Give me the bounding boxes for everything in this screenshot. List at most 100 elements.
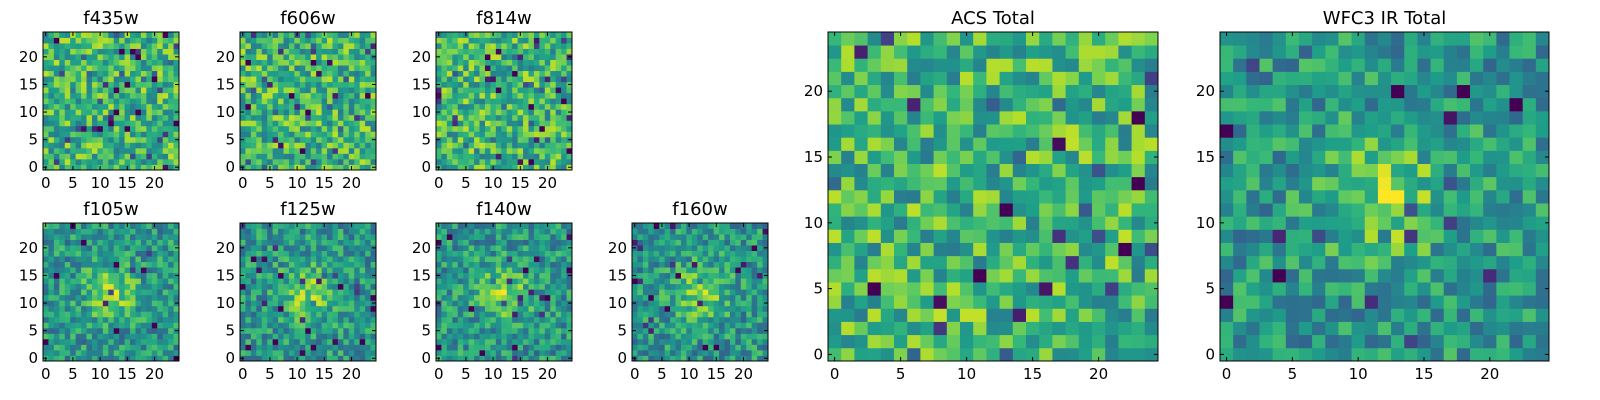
heatmap-cell xyxy=(86,327,93,334)
heatmap-cell xyxy=(113,333,120,340)
heatmap-cell xyxy=(474,327,480,334)
heatmap-cell xyxy=(267,239,274,246)
heatmap-cell xyxy=(146,344,153,351)
heatmap-cell xyxy=(310,142,317,149)
heatmap-cell xyxy=(528,109,535,116)
heatmap-cell xyxy=(59,43,66,49)
heatmap-cell xyxy=(240,239,246,246)
heatmap-cell xyxy=(310,65,317,72)
heatmap-cell xyxy=(561,48,567,55)
heatmap-cell xyxy=(327,349,333,356)
heatmap-cell xyxy=(321,158,328,165)
heatmap-cell xyxy=(288,153,295,160)
y-tick-label: 20 xyxy=(19,239,38,257)
heatmap-cell xyxy=(566,142,573,149)
heatmap-cell xyxy=(484,32,491,38)
heatmap-cell xyxy=(751,327,758,334)
heatmap-cell xyxy=(642,250,649,257)
heatmap-cell xyxy=(53,59,60,66)
heatmap-cell xyxy=(637,283,644,290)
heatmap-cell xyxy=(894,216,908,230)
heatmap-cell xyxy=(272,239,279,246)
heatmap-cell xyxy=(495,316,502,323)
heatmap-cell xyxy=(528,164,535,171)
heatmap-cell xyxy=(436,120,442,127)
heatmap-cell xyxy=(124,109,131,116)
heatmap-cell xyxy=(337,300,344,307)
heatmap-cell xyxy=(278,344,284,351)
heatmap-cell xyxy=(446,158,453,165)
heatmap-cell xyxy=(86,228,93,235)
heatmap-cell xyxy=(506,311,513,318)
heatmap-cell xyxy=(108,250,115,257)
heatmap-cell xyxy=(168,32,174,38)
heatmap-cell xyxy=(130,87,136,94)
heatmap-cell xyxy=(708,245,714,251)
heatmap-cell xyxy=(146,338,153,345)
heatmap-cell xyxy=(140,153,147,160)
heatmap-cell xyxy=(523,32,529,38)
heatmap-cell xyxy=(64,147,71,154)
heatmap-cell xyxy=(113,338,120,345)
heatmap-cell xyxy=(539,158,546,165)
heatmap-cell xyxy=(719,355,725,362)
heatmap-cell xyxy=(659,294,666,301)
heatmap-cell xyxy=(97,278,104,285)
heatmap-cell xyxy=(316,147,322,154)
heatmap-cell xyxy=(544,43,551,49)
heatmap-cell xyxy=(691,311,698,318)
heatmap-cell xyxy=(256,164,263,171)
heatmap-cell xyxy=(359,98,366,105)
heatmap-cell xyxy=(880,189,895,204)
heatmap-cell xyxy=(256,114,263,121)
heatmap-cell xyxy=(691,289,698,296)
heatmap-cell xyxy=(746,338,753,345)
heatmap-cell xyxy=(907,282,921,296)
heatmap-cell xyxy=(561,65,567,72)
heatmap-cell xyxy=(724,272,731,279)
heatmap-cell xyxy=(1118,308,1132,322)
heatmap-cell xyxy=(517,322,524,329)
heatmap-cell xyxy=(102,267,109,274)
heatmap-cell xyxy=(168,267,174,274)
heatmap-cell xyxy=(162,98,169,105)
heatmap-cell xyxy=(697,311,704,318)
heatmap-cell xyxy=(1118,189,1132,204)
heatmap-cell xyxy=(130,239,136,246)
heatmap-cell xyxy=(659,338,666,345)
heatmap-cell xyxy=(894,150,908,164)
heatmap-cell xyxy=(463,114,470,121)
heatmap-cell xyxy=(1092,203,1106,217)
heatmap-cell xyxy=(157,120,164,127)
heatmap-cell xyxy=(680,294,687,301)
heatmap-cell xyxy=(327,114,333,121)
heatmap-cell xyxy=(53,158,60,165)
heatmap-cell xyxy=(305,333,312,340)
heatmap-cell xyxy=(841,321,855,336)
heatmap-cell xyxy=(43,261,49,268)
heatmap-cell xyxy=(332,120,339,127)
heatmap-cell xyxy=(436,316,442,323)
heatmap-cell xyxy=(474,87,480,94)
heatmap-cell xyxy=(332,294,339,301)
heatmap-cell xyxy=(256,37,263,44)
heatmap-cell xyxy=(75,316,82,323)
heatmap-cell xyxy=(495,223,502,229)
heatmap-cell xyxy=(1131,229,1146,243)
heatmap-cell xyxy=(332,43,339,49)
heatmap-cell xyxy=(659,272,666,279)
heatmap-cell xyxy=(370,98,377,105)
heatmap-cell xyxy=(108,223,115,229)
heatmap-cell xyxy=(484,81,491,88)
heatmap-cell xyxy=(501,283,508,290)
heatmap-cell xyxy=(97,48,104,55)
heatmap-cell xyxy=(495,272,502,279)
heatmap-cell xyxy=(135,98,142,105)
heatmap-cell xyxy=(278,327,284,334)
heatmap-cell xyxy=(495,234,502,240)
heatmap-cell xyxy=(566,338,573,345)
x-tick-label: 5 xyxy=(68,365,78,383)
heatmap-cell xyxy=(256,239,263,246)
heatmap-cell xyxy=(1131,255,1146,270)
heatmap-cell xyxy=(680,272,687,279)
